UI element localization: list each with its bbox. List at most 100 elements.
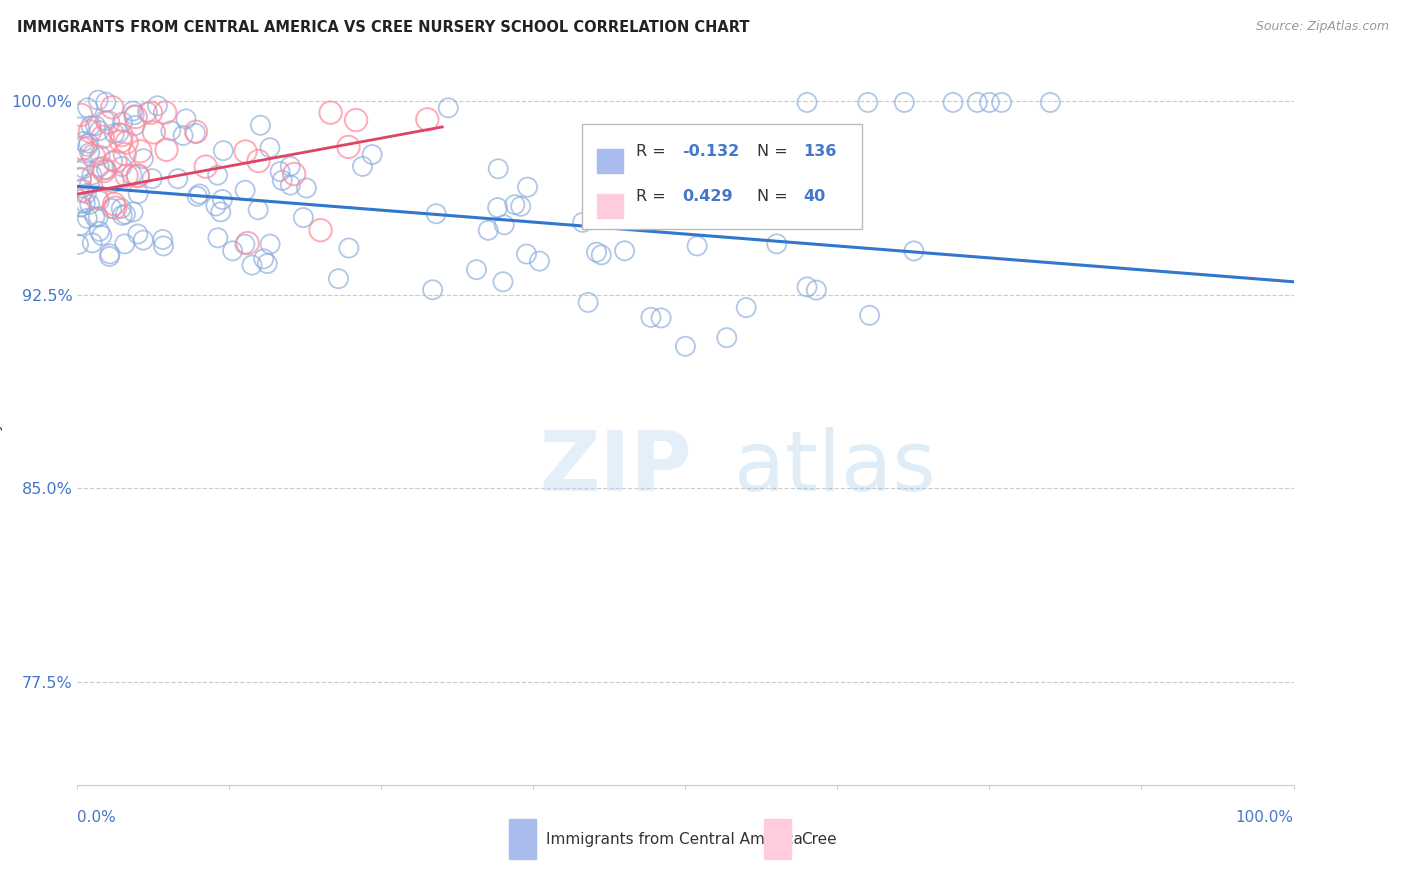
Point: [141, 171, 163, 186]
Point: [437, 101, 460, 115]
Point: [240, 258, 263, 272]
Point: [271, 173, 294, 187]
Text: IMMIGRANTS FROM CENTRAL AMERICA VS CREE NURSERY SCHOOL CORRELATION CHART: IMMIGRANTS FROM CENTRAL AMERICA VS CREE …: [17, 20, 749, 35]
Point: [90, 228, 112, 243]
Point: [686, 239, 709, 253]
Point: [477, 223, 499, 237]
Point: [93, 164, 115, 178]
Point: [89, 148, 111, 162]
Point: [256, 256, 278, 270]
Point: [155, 143, 177, 157]
Text: Source: ZipAtlas.com: Source: ZipAtlas.com: [1256, 20, 1389, 33]
Point: [98, 250, 121, 264]
Point: [100, 202, 122, 216]
Point: [69, 196, 91, 211]
Text: 136: 136: [803, 144, 837, 159]
Point: [235, 145, 257, 159]
Text: 0.0%: 0.0%: [77, 810, 117, 825]
Point: [101, 100, 124, 114]
Point: [247, 202, 270, 217]
Text: atlas: atlas: [734, 426, 936, 508]
Point: [115, 136, 138, 150]
Point: [645, 202, 668, 217]
Point: [79, 197, 101, 211]
Point: [735, 301, 758, 315]
Point: [70, 171, 93, 186]
Point: [247, 154, 270, 169]
Y-axis label: Nursery School: Nursery School: [0, 366, 3, 482]
Point: [111, 115, 134, 129]
Point: [806, 283, 828, 297]
Point: [344, 113, 367, 128]
Point: [337, 140, 360, 154]
Point: [153, 105, 176, 120]
Point: [494, 218, 516, 232]
Point: [253, 252, 276, 266]
Point: [591, 248, 613, 262]
Point: [129, 145, 152, 159]
Point: [103, 197, 125, 211]
Text: R =: R =: [636, 188, 671, 203]
Point: [612, 182, 634, 196]
Point: [205, 199, 228, 213]
Point: [233, 237, 256, 252]
Point: [160, 124, 183, 138]
Point: [486, 161, 509, 176]
Text: -0.132: -0.132: [682, 144, 740, 159]
Point: [990, 95, 1012, 110]
Point: [212, 144, 235, 158]
Point: [114, 236, 136, 251]
Text: R =: R =: [636, 144, 671, 159]
Point: [640, 310, 662, 325]
Point: [509, 199, 531, 213]
Point: [207, 231, 229, 245]
Point: [221, 244, 243, 258]
Point: [96, 162, 118, 177]
Point: [765, 236, 787, 251]
Point: [207, 168, 229, 182]
Point: [110, 134, 132, 148]
Point: [571, 215, 593, 229]
Text: 40: 40: [803, 188, 825, 203]
Point: [636, 208, 658, 222]
Point: [84, 190, 107, 204]
Point: [492, 275, 515, 289]
Point: [91, 129, 114, 144]
Point: [72, 135, 94, 149]
Point: [69, 172, 91, 186]
Point: [174, 112, 197, 126]
Point: [82, 235, 104, 250]
Text: Cree: Cree: [801, 831, 837, 847]
Point: [101, 154, 124, 169]
Point: [966, 95, 988, 110]
FancyBboxPatch shape: [582, 124, 862, 228]
Point: [152, 239, 174, 253]
Point: [236, 235, 259, 250]
Point: [184, 126, 207, 140]
Bar: [765, 819, 792, 859]
Point: [98, 247, 121, 261]
Point: [127, 186, 149, 201]
Point: [529, 254, 551, 268]
Point: [67, 164, 90, 178]
Point: [259, 237, 281, 252]
Point: [184, 125, 207, 139]
Point: [97, 115, 120, 129]
Point: [127, 227, 149, 241]
Point: [142, 125, 165, 139]
Point: [209, 205, 232, 219]
Point: [110, 202, 132, 216]
Point: [796, 280, 818, 294]
Point: [585, 245, 607, 260]
Point: [93, 161, 115, 176]
Point: [122, 205, 145, 219]
Point: [132, 152, 155, 166]
Point: [328, 271, 350, 285]
Point: [893, 95, 915, 110]
Point: [70, 108, 93, 122]
Point: [87, 210, 110, 224]
Text: 100.0%: 100.0%: [1236, 810, 1294, 825]
Point: [166, 171, 188, 186]
Point: [89, 160, 111, 174]
Point: [80, 168, 103, 182]
